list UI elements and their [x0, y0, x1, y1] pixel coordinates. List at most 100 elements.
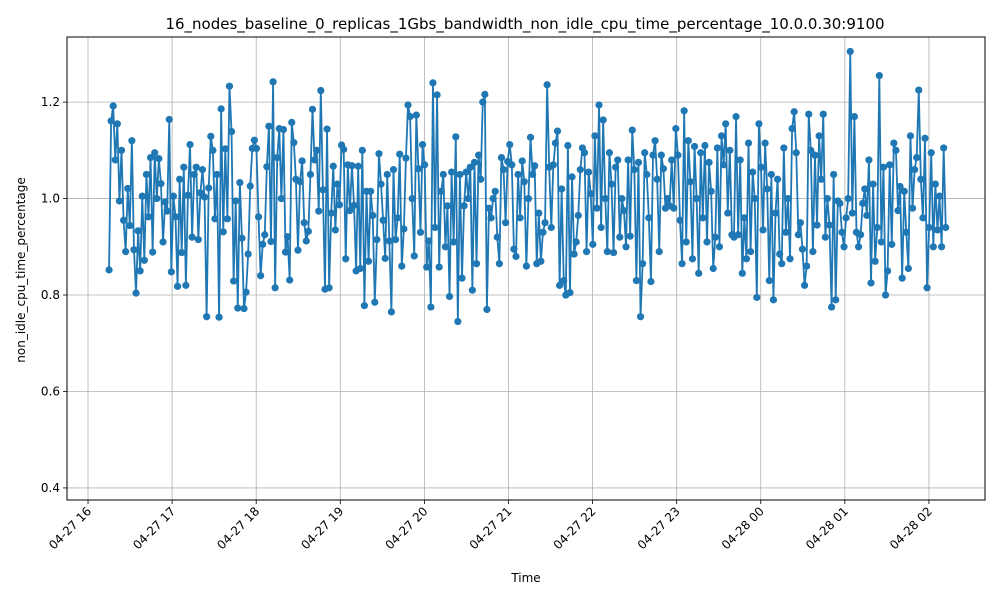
data-point [798, 245, 807, 253]
data-point [383, 170, 391, 179]
data-point [250, 136, 258, 144]
data-point [668, 156, 676, 164]
data-point [146, 153, 155, 162]
data-point [408, 194, 416, 203]
data-point [541, 219, 549, 227]
data-point [574, 211, 582, 220]
data-point [142, 170, 151, 179]
chart-title: 16_nodes_baseline_0_replicas_1Gbs_bandwi… [165, 15, 884, 34]
data-point [830, 170, 838, 179]
data-point [331, 226, 339, 234]
data-point [381, 254, 389, 262]
data-point [616, 233, 624, 241]
data-point [263, 163, 271, 171]
data-point [252, 144, 261, 153]
data-point [589, 240, 597, 248]
data-point [122, 248, 130, 256]
data-point [697, 149, 705, 157]
data-point [342, 255, 350, 263]
data-point [884, 267, 892, 275]
data-point [711, 233, 719, 241]
data-point [510, 245, 518, 253]
data-point [458, 274, 466, 282]
data-point [807, 146, 815, 154]
data-point [605, 149, 614, 157]
data-point [267, 237, 275, 246]
data-point [182, 281, 190, 289]
data-point [908, 204, 917, 212]
data-point [232, 197, 240, 205]
data-point [888, 240, 896, 248]
data-point [273, 153, 281, 162]
data-point [757, 163, 765, 171]
data-point [776, 250, 784, 258]
data-point [672, 125, 680, 133]
data-point [645, 214, 653, 222]
data-point [738, 269, 746, 277]
data-point [539, 228, 547, 236]
data-point [443, 202, 452, 210]
data-point [911, 166, 919, 174]
data-point [528, 170, 537, 179]
data-point [167, 268, 175, 276]
data-point [140, 256, 148, 264]
data-point [230, 277, 238, 285]
data-point [740, 214, 748, 222]
data-point [439, 170, 447, 179]
data-point [531, 162, 539, 170]
data-point [582, 248, 591, 256]
data-point [755, 120, 763, 128]
data-point [483, 305, 491, 314]
data-point [261, 231, 269, 239]
data-point [788, 125, 796, 133]
data-point [391, 235, 400, 244]
data-point [927, 149, 935, 157]
data-point [356, 264, 364, 273]
data-point [634, 158, 643, 166]
data-point [854, 243, 863, 251]
data-point [236, 179, 244, 187]
series-layer [105, 47, 950, 326]
data-point [477, 175, 485, 183]
data-point [879, 163, 888, 171]
data-point [612, 163, 620, 171]
data-point [412, 111, 420, 119]
data-point [803, 262, 811, 270]
data-point [597, 223, 605, 232]
data-point [734, 231, 742, 239]
data-point [134, 227, 142, 235]
data-point [109, 102, 117, 110]
data-point [630, 166, 638, 174]
data-point [809, 248, 817, 256]
data-point [126, 221, 134, 230]
data-point [246, 182, 254, 190]
data-point [485, 204, 493, 212]
data-point [865, 156, 873, 164]
data-point [171, 213, 180, 221]
data-point [518, 157, 526, 165]
data-point [163, 207, 171, 215]
data-point [227, 127, 236, 136]
data-point [460, 202, 468, 210]
data-point [308, 105, 317, 113]
data-point [707, 187, 715, 195]
data-point [763, 185, 771, 193]
data-point [194, 235, 202, 244]
data-point [136, 267, 144, 275]
data-point [479, 98, 487, 106]
data-point [695, 269, 703, 277]
data-point [225, 82, 234, 90]
data-point [902, 228, 910, 236]
data-point [300, 219, 308, 227]
data-point [176, 175, 184, 183]
data-point [769, 296, 778, 304]
data-point [375, 150, 383, 158]
data-point [823, 194, 832, 203]
data-point [620, 207, 628, 215]
data-point [607, 180, 616, 188]
data-point [254, 213, 263, 221]
data-point [587, 190, 595, 198]
data-point [284, 233, 292, 241]
data-point [693, 194, 701, 203]
